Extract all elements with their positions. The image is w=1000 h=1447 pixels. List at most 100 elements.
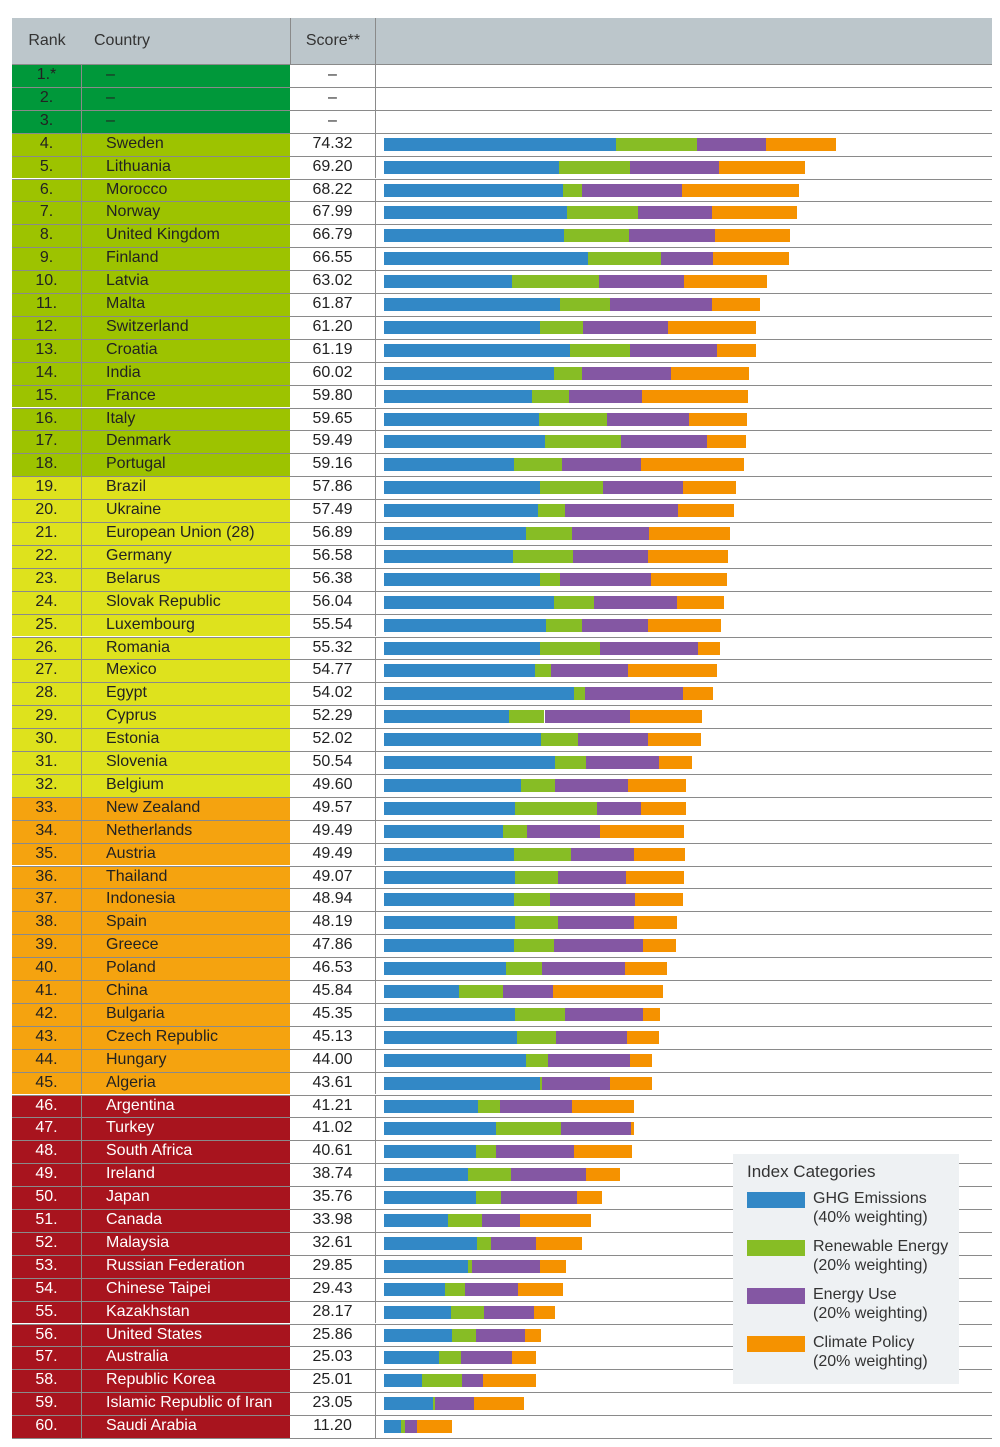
score-cell: 49.49 — [290, 819, 376, 843]
rank-cell: 47. — [12, 1117, 82, 1141]
country-cell: Saudi Arabia — [82, 1415, 290, 1438]
rank-cell: 13. — [12, 338, 82, 362]
score-bar — [376, 1392, 992, 1416]
score-bar — [376, 430, 992, 454]
policy-segment — [634, 916, 678, 930]
country-cell: South Africa — [82, 1140, 290, 1164]
renewable-segment — [512, 549, 574, 563]
ghg-segment — [384, 343, 571, 357]
score-bar — [376, 201, 992, 225]
renewable-segment — [496, 1122, 561, 1136]
ghg-segment — [384, 160, 560, 174]
row-divider — [12, 888, 992, 890]
country-cell: Finland — [82, 247, 290, 271]
table-row: 1.* – – — [12, 64, 992, 87]
score-cell: 32.61 — [290, 1231, 376, 1255]
renewable-segment — [587, 252, 661, 266]
country-cell: Netherlands — [82, 819, 290, 843]
country-cell: Poland — [82, 957, 290, 980]
renewable-segment — [448, 1214, 482, 1227]
ghg-segment — [384, 1305, 452, 1319]
renewable-segment — [526, 1053, 548, 1067]
country-cell: Algeria — [82, 1071, 290, 1095]
score-cell: 25.86 — [290, 1323, 376, 1347]
bar-column-header — [376, 18, 992, 64]
country-cell: United Kingdom — [82, 224, 290, 248]
country-cell: Japan — [82, 1186, 290, 1209]
country-cell: Denmark — [82, 430, 290, 454]
policy-segment — [648, 618, 722, 632]
renewable-segment — [540, 641, 600, 655]
ghg-segment — [384, 481, 540, 495]
country-cell: United States — [82, 1323, 290, 1347]
score-bar — [376, 476, 992, 500]
renewable-segment — [477, 1099, 500, 1113]
score-cell: – — [290, 86, 376, 110]
score-cell: 67.99 — [290, 201, 376, 225]
country-cell: Malta — [82, 293, 290, 316]
country-cell: Greece — [82, 934, 290, 958]
ghg-segment — [384, 1145, 476, 1159]
energy-segment — [594, 595, 678, 609]
country-cell: New Zealand — [82, 796, 290, 820]
row-divider — [12, 567, 992, 569]
renewable-segment — [539, 481, 604, 495]
rank-cell: 45. — [12, 1071, 82, 1095]
policy-segment — [573, 1145, 633, 1159]
score-bar — [376, 957, 992, 980]
row-divider — [12, 682, 992, 684]
rank-cell: 29. — [12, 705, 82, 729]
energy-segment — [491, 1236, 536, 1250]
country-cell: Austria — [82, 842, 290, 866]
rank-cell: 55. — [12, 1300, 82, 1324]
policy-segment — [717, 343, 757, 357]
country-cell: Turkey — [82, 1117, 290, 1141]
ghg-segment — [384, 595, 555, 609]
energy-segment — [637, 206, 713, 220]
ghg-segment — [384, 275, 512, 289]
ghg-segment — [384, 527, 527, 540]
country-cell: Morocco — [82, 178, 290, 202]
rank-cell: 23. — [12, 567, 82, 591]
energy-segment — [556, 1030, 628, 1044]
ghg-segment — [384, 320, 540, 334]
row-divider — [12, 384, 992, 386]
policy-segment — [625, 962, 668, 976]
row-divider — [12, 1163, 992, 1165]
score-bar — [376, 819, 992, 843]
renewable-segment — [563, 183, 583, 197]
renewable-segment — [554, 595, 595, 609]
score-cell: 25.01 — [290, 1369, 376, 1393]
score-bar — [376, 384, 992, 408]
table-row: 4. Sweden 74.32 — [12, 132, 992, 156]
energy-segment — [542, 962, 626, 976]
ghg-segment — [384, 847, 514, 861]
score-cell: 59.80 — [290, 384, 376, 408]
energy-segment — [562, 458, 642, 472]
score-bar — [376, 888, 992, 912]
score-cell: 23.05 — [290, 1392, 376, 1416]
policy-segment — [627, 778, 686, 792]
row-divider — [12, 64, 992, 65]
table-row: 16. Italy 59.65 — [12, 407, 992, 431]
country-cell: Romania — [82, 636, 290, 660]
renewable-segment — [503, 824, 528, 838]
score-cell: 38.74 — [290, 1163, 376, 1187]
table-row: 28. Egypt 54.02 — [12, 682, 992, 706]
rank-cell: 42. — [12, 1002, 82, 1026]
renewable-segment — [432, 1397, 436, 1411]
ghg-segment — [384, 916, 516, 930]
country-cell: – — [82, 109, 290, 133]
score-bar — [376, 407, 992, 431]
energy-segment — [629, 343, 718, 357]
rank-cell: 19. — [12, 476, 82, 500]
country-column-header: Country — [82, 18, 290, 64]
score-cell: 48.94 — [290, 888, 376, 912]
energy-segment — [582, 183, 682, 197]
energy-segment — [544, 710, 631, 724]
row-divider — [12, 407, 992, 409]
row-divider — [12, 338, 992, 340]
ghg-segment — [384, 458, 515, 472]
policy-segment — [712, 206, 798, 220]
renewable-segment — [459, 985, 503, 998]
